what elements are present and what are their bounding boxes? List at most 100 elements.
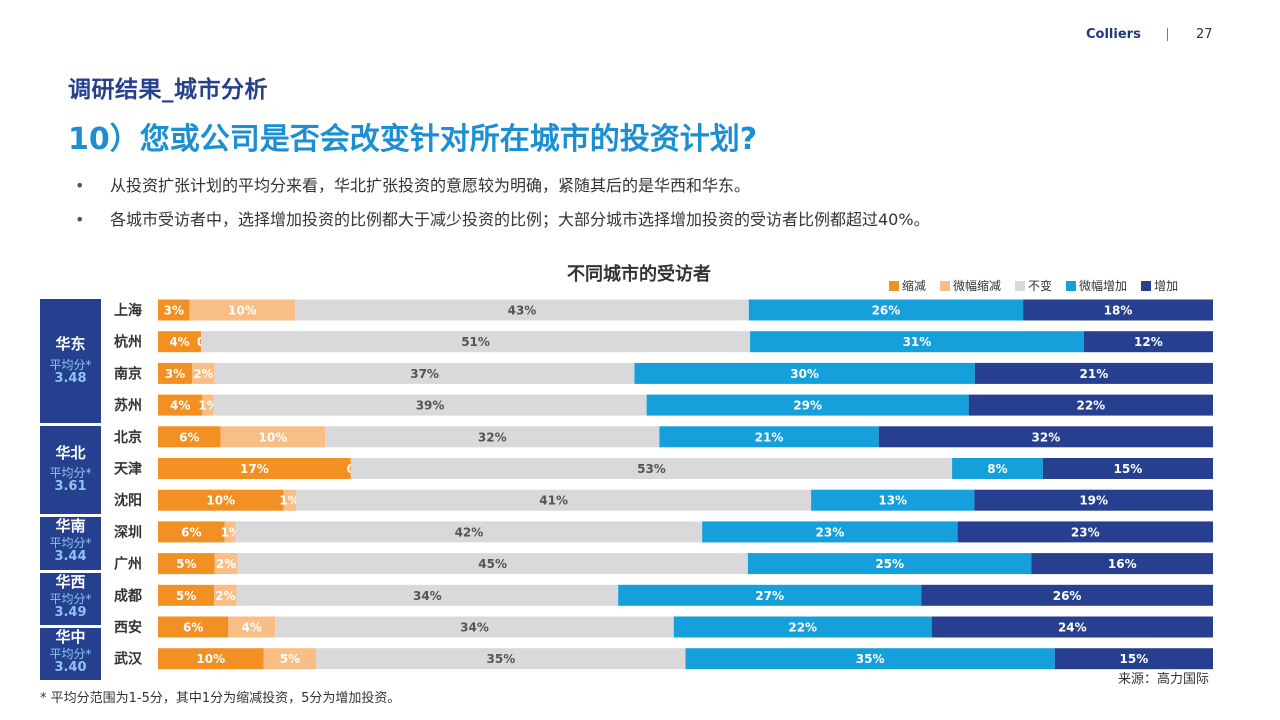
bar-segment xyxy=(968,394,1213,416)
bar-segment xyxy=(1054,648,1213,670)
legend-swatch-slight-shrink xyxy=(940,280,951,291)
legend-label: 缩减 xyxy=(902,279,927,293)
data-label: 27% xyxy=(755,589,784,603)
data-label: 6% xyxy=(181,525,201,539)
region-box-east: 华东 平均分* 3.48 xyxy=(40,299,101,423)
bar-segment xyxy=(811,489,975,511)
bar-segment xyxy=(158,458,351,479)
bar-segment xyxy=(750,331,1084,353)
data-label: 10% xyxy=(259,430,288,444)
chart-legend: 缩减 微幅缩减 不变 微幅增加 增加 xyxy=(889,277,1178,294)
bar-segment xyxy=(952,458,1043,479)
data-label: 34% xyxy=(460,621,489,635)
category-label: 苏州 xyxy=(114,397,142,414)
region-avg-value: 3.49 xyxy=(54,605,87,620)
bar-segment xyxy=(957,521,1213,543)
data-label: 2% xyxy=(193,367,213,381)
region-avg-label: 平均分* xyxy=(49,647,92,661)
bar-segment xyxy=(214,553,238,575)
page-title: 10）您或公司是否会改变针对所在城市的投资计划? xyxy=(68,122,758,157)
data-label: 4% xyxy=(170,399,190,413)
bar-segment xyxy=(158,394,203,416)
bar-segment xyxy=(202,394,214,416)
data-label: 35% xyxy=(487,652,516,666)
data-label: 30% xyxy=(790,367,819,381)
data-label: 51% xyxy=(461,335,490,349)
category-label: 沈阳 xyxy=(114,492,142,509)
bar-segment xyxy=(189,299,296,321)
section-title: 调研结果_城市分析 xyxy=(68,77,268,103)
bar-segment xyxy=(1083,331,1213,353)
legend-item-shrink: 缩减 xyxy=(889,277,926,294)
bar-segment xyxy=(224,521,236,543)
data-label: 1% xyxy=(198,399,218,413)
bar-segment xyxy=(316,648,686,670)
category-label: 成都 xyxy=(114,587,142,604)
bar-segment xyxy=(158,489,284,511)
bar-segment xyxy=(878,426,1213,448)
bar-segment xyxy=(974,362,1213,384)
data-label: 13% xyxy=(878,494,907,508)
bar-segment xyxy=(295,299,749,321)
legend-label: 不变 xyxy=(1028,279,1053,293)
legend-item-unchanged: 不变 xyxy=(1015,277,1052,294)
bar-segment xyxy=(931,616,1213,638)
bar-segment xyxy=(201,331,751,353)
region-avg-value: 3.61 xyxy=(54,479,87,494)
data-label: 24% xyxy=(1058,621,1087,635)
legend-swatch-slight-increase xyxy=(1066,280,1077,291)
bar-segment xyxy=(921,584,1213,606)
header-divider xyxy=(1167,28,1168,41)
data-label: 1% xyxy=(220,525,240,539)
bar-segment xyxy=(158,331,202,353)
region-name: 华北 xyxy=(55,444,86,462)
data-label: 10% xyxy=(228,304,257,318)
data-label: 19% xyxy=(1079,494,1108,508)
data-label: 29% xyxy=(793,399,822,413)
data-label: 1% xyxy=(279,494,299,508)
legend-swatch-unchanged xyxy=(1015,280,1026,291)
data-label: 21% xyxy=(1080,367,1109,381)
bar-segment xyxy=(747,553,1032,575)
region-name: 华东 xyxy=(55,335,86,353)
chart-title: 不同城市的受访者 xyxy=(567,264,711,285)
data-label: 21% xyxy=(755,430,784,444)
bullet-item: • 各城市受访者中，选择增加投资的比例都大于减少投资的比例；大部分城市选择增加投资… xyxy=(70,210,930,230)
bar-segment xyxy=(158,616,229,638)
bar-segment xyxy=(685,648,1055,670)
data-label: 25% xyxy=(875,557,904,571)
data-label: 6% xyxy=(183,621,203,635)
data-label: 34% xyxy=(413,589,442,603)
data-label: 22% xyxy=(1076,399,1105,413)
data-label: 15% xyxy=(1120,652,1149,666)
legend-item-increase: 增加 xyxy=(1141,277,1178,294)
data-label: 2% xyxy=(216,557,236,571)
bar-segment xyxy=(1042,458,1213,479)
bar-segment xyxy=(214,584,237,606)
bar-segment xyxy=(158,584,215,606)
data-label: 3% xyxy=(165,367,185,381)
bar-segment xyxy=(275,616,674,638)
data-label: 6% xyxy=(179,430,199,444)
bar-segment xyxy=(350,458,953,479)
region-avg-value: 3.48 xyxy=(54,371,87,386)
category-label: 武汉 xyxy=(114,651,143,668)
data-label: 35% xyxy=(856,652,885,666)
bar-segment xyxy=(296,489,812,511)
bar-segment xyxy=(158,648,264,670)
category-label: 杭州 xyxy=(114,334,142,351)
region-box-west: 华西 平均分* 3.49 xyxy=(40,573,101,625)
data-label: 10% xyxy=(196,652,225,666)
category-label: 西安 xyxy=(114,619,142,636)
bar-segment xyxy=(158,553,215,575)
bar-segment xyxy=(158,426,221,448)
data-label: 32% xyxy=(478,430,507,444)
region-name: 华中 xyxy=(55,628,86,646)
data-label: 32% xyxy=(1032,430,1061,444)
bar-segment xyxy=(237,553,748,575)
data-label: 41% xyxy=(539,494,568,508)
region-avg-label: 平均分* xyxy=(49,358,92,372)
bar-segment xyxy=(228,616,276,638)
category-label: 广州 xyxy=(114,556,142,573)
bar-segment xyxy=(220,426,326,448)
